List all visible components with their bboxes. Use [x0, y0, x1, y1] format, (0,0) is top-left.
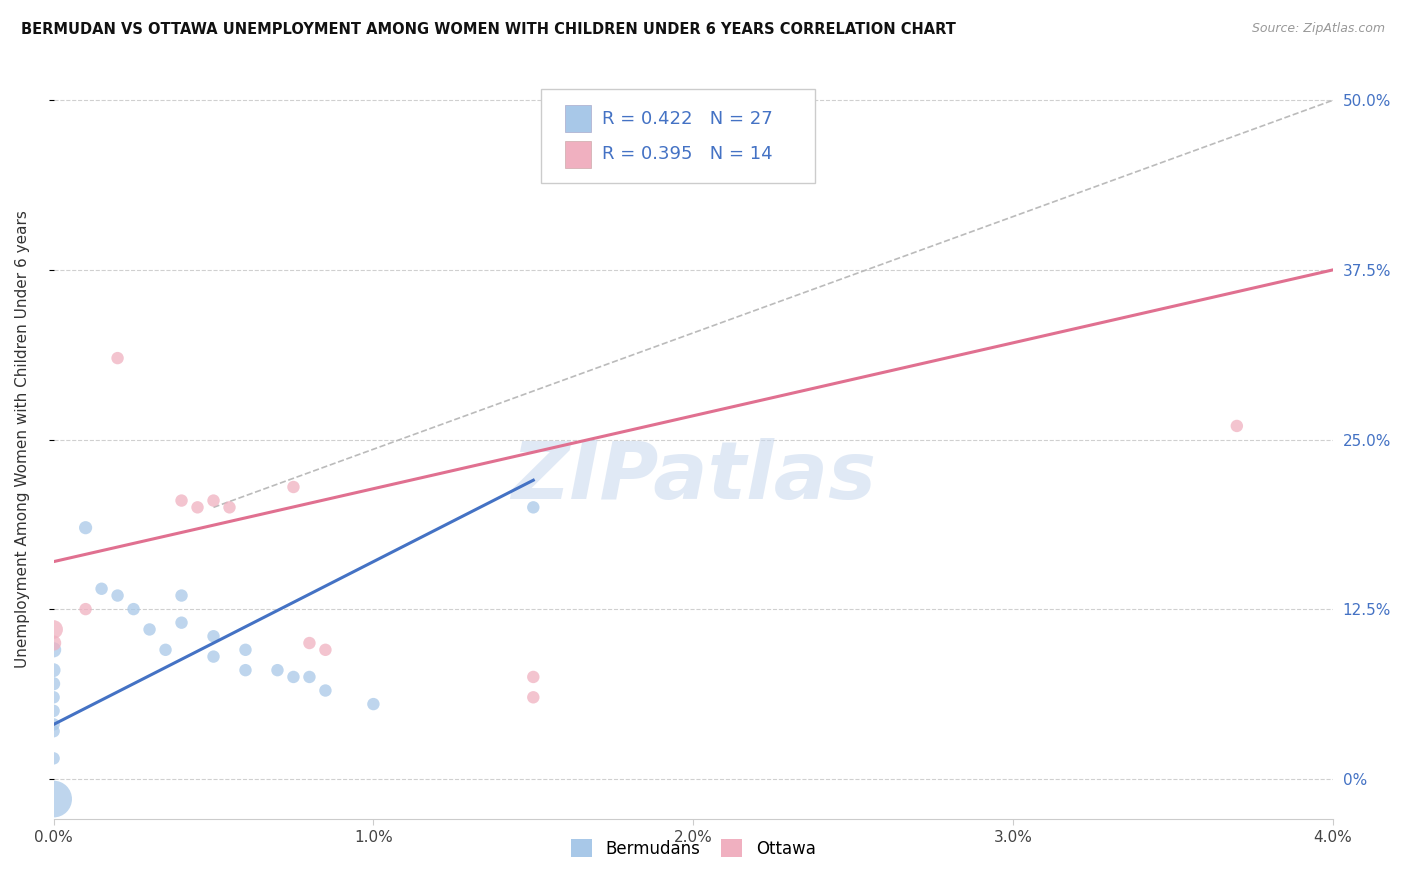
Point — [42, 663, 65, 677]
Point — [42, 690, 65, 705]
Point — [170, 493, 193, 508]
Point — [202, 629, 225, 643]
Point — [283, 480, 305, 494]
Point — [202, 493, 225, 508]
Point — [170, 589, 193, 603]
Point — [522, 690, 544, 705]
Point — [107, 351, 129, 365]
Point — [42, 724, 65, 739]
Point — [138, 623, 160, 637]
Point — [1226, 419, 1249, 434]
Point — [363, 697, 385, 711]
Point — [42, 717, 65, 731]
Point — [75, 521, 97, 535]
Point — [42, 623, 65, 637]
Point — [298, 670, 321, 684]
Point — [42, 642, 65, 657]
Point — [235, 663, 257, 677]
Point — [283, 670, 305, 684]
Point — [170, 615, 193, 630]
Point — [42, 677, 65, 691]
Point — [42, 751, 65, 765]
Point — [42, 792, 65, 806]
Point — [90, 582, 112, 596]
Text: R = 0.395   N = 14: R = 0.395 N = 14 — [602, 145, 772, 163]
Point — [314, 683, 336, 698]
Point — [522, 500, 544, 515]
Point — [235, 642, 257, 657]
Legend: Bermudans, Ottawa: Bermudans, Ottawa — [564, 832, 823, 864]
Point — [522, 670, 544, 684]
Point — [314, 642, 336, 657]
Point — [266, 663, 288, 677]
Point — [186, 500, 208, 515]
Point — [107, 589, 129, 603]
Point — [122, 602, 145, 616]
Text: Source: ZipAtlas.com: Source: ZipAtlas.com — [1251, 22, 1385, 36]
Text: R = 0.422   N = 27: R = 0.422 N = 27 — [602, 110, 772, 128]
Point — [218, 500, 240, 515]
Point — [75, 602, 97, 616]
Point — [155, 642, 177, 657]
Text: ZIPatlas: ZIPatlas — [510, 439, 876, 516]
Point — [202, 649, 225, 664]
Point — [42, 636, 65, 650]
Point — [298, 636, 321, 650]
Y-axis label: Unemployment Among Women with Children Under 6 years: Unemployment Among Women with Children U… — [15, 211, 30, 668]
Text: BERMUDAN VS OTTAWA UNEMPLOYMENT AMONG WOMEN WITH CHILDREN UNDER 6 YEARS CORRELAT: BERMUDAN VS OTTAWA UNEMPLOYMENT AMONG WO… — [21, 22, 956, 37]
Point — [42, 704, 65, 718]
